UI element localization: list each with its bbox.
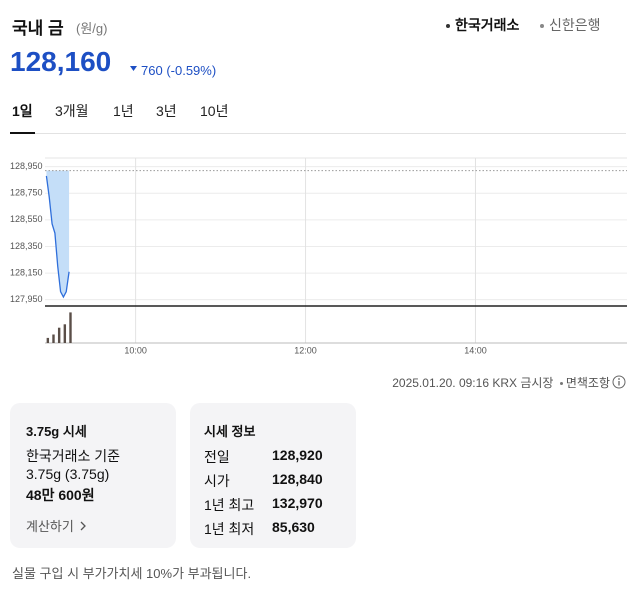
footer-note: 실물 구입 시 부가가치세 10%가 부과됩니다. — [12, 566, 252, 581]
unit: (원/g) — [76, 21, 108, 36]
source-tab[interactable]: 한국거래소 — [446, 15, 519, 35]
y-tick-label: 128,350 — [10, 241, 43, 251]
bullet — [446, 24, 450, 29]
y-tick-label: 128,750 — [10, 188, 43, 198]
y-tick-label: 128,150 — [10, 267, 43, 277]
basis: 한국거래소 기준 — [26, 448, 121, 464]
row-label: 1년 최고 — [204, 497, 255, 513]
x-tick-label: 10:00 — [124, 345, 147, 355]
chevron — [80, 521, 86, 531]
source-tab[interactable]: 신한은행 — [540, 15, 601, 35]
source-label: 신한은행 — [549, 17, 601, 33]
row-value: 85,630 — [272, 519, 315, 535]
row-value: 128,920 — [272, 447, 323, 463]
row-value: 132,970 — [272, 495, 323, 511]
period-tab[interactable]: 1년 — [113, 103, 134, 119]
change-pct: (-0.59%) — [166, 63, 217, 78]
card-info: 시세 정보 전일 128,920 시가 128,840 1년 최고 132,970 1년 최… — [190, 403, 356, 548]
period-tab[interactable]: 1일 — [12, 103, 33, 119]
bullet — [559, 382, 563, 386]
period-tab[interactable]: 10년 — [200, 103, 229, 119]
down-arrow — [130, 66, 137, 71]
price-line — [45, 175, 70, 299]
x-tick-label: 14:00 — [464, 345, 487, 355]
volume-bar — [46, 337, 50, 343]
bullet — [540, 24, 544, 29]
source-label: 한국거래소 — [455, 17, 520, 33]
card-title: 3.75g 시세 — [26, 424, 87, 439]
timestamp: 2025.01.20. 09:16 — [392, 376, 489, 390]
tab-underline — [10, 132, 35, 134]
price: 128,160 — [10, 46, 112, 77]
meta: 2025.01.20. 09:16 KRX 금시장 면책조항 — [392, 374, 610, 391]
volume-bar — [69, 312, 72, 343]
row-label: 1년 최저 — [204, 521, 255, 537]
y-tick-label: 127,950 — [10, 294, 43, 304]
info-icon[interactable] — [612, 375, 626, 389]
change-value: 760 — [141, 63, 163, 78]
period-tab[interactable]: 3개월 — [55, 103, 89, 119]
market: KRX 금시장 — [492, 376, 554, 390]
card-weight: 3.75g 시세 한국거래소 기준 3.75g (3.75g) 48만 600원… — [10, 403, 176, 548]
tab-divider — [10, 133, 626, 134]
calc-link[interactable]: 계산하기 — [26, 516, 88, 535]
disclaimer[interactable]: 면책조항 — [565, 376, 610, 390]
chart: 127,950 128,150 128,350 128,550 128,750 128,9… — [10, 157, 627, 355]
title: 국내 금 — [12, 19, 64, 38]
volume-bar — [57, 327, 61, 343]
card-title: 시세 정보 — [204, 424, 256, 439]
volume-bar — [52, 334, 55, 343]
weight: 3.75g (3.75g) — [26, 466, 110, 482]
volume-bar — [63, 324, 67, 343]
weight-price: 48만 600원 — [26, 487, 95, 503]
x-tick-label: 12:00 — [294, 345, 317, 355]
y-tick-label: 128,950 — [10, 161, 43, 171]
row-label: 시가 — [204, 473, 230, 489]
area-fill — [46, 170, 70, 298]
row-value: 128,840 — [272, 471, 323, 487]
period-tab[interactable]: 3년 — [156, 103, 177, 119]
row-label: 전일 — [204, 449, 230, 465]
y-tick-label: 128,550 — [10, 214, 43, 224]
calc-label: 계산하기 — [26, 519, 74, 534]
change: 760 (-0.59%) — [141, 63, 216, 78]
